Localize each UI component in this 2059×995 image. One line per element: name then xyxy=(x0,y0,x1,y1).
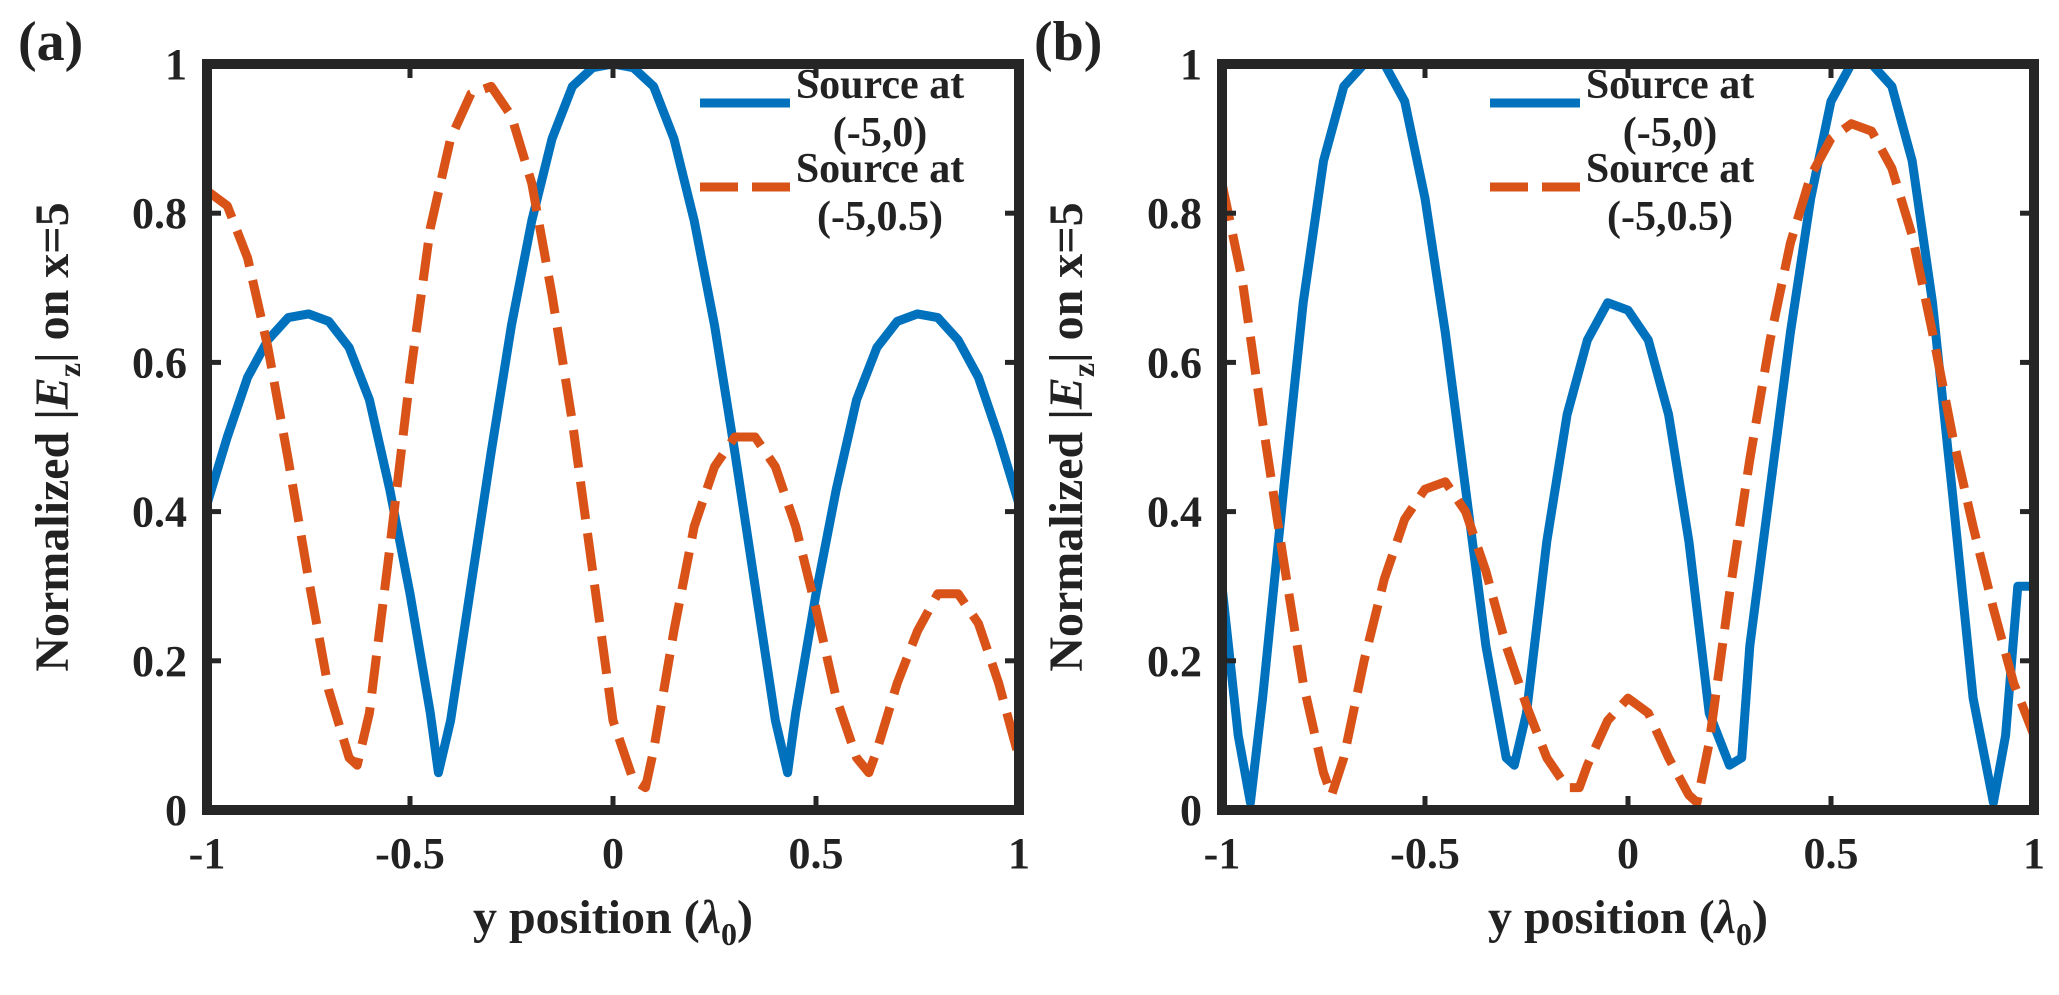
y-axis-label: Normalized |Ez| on x=5 xyxy=(1040,202,1101,671)
x-axis-label: y position (λ0) xyxy=(1488,891,1768,952)
series-line-source-0-5 xyxy=(204,81,1024,793)
x-axis-label: y position (λ0) xyxy=(473,891,753,952)
x-tick-label: -1 xyxy=(189,829,226,878)
panel-a: -1 -0.5 0 0.5 1 0 0.2 0.4 0.6 0.8 1 y position (λ0)… xyxy=(18,11,1030,952)
x-tick-label: -0.5 xyxy=(1390,829,1460,878)
x-tick-label: 1 xyxy=(2023,829,2045,878)
y-axis-label: Normalized |Ez| on x=5 xyxy=(26,202,87,671)
y-tick-label: 1 xyxy=(1180,40,1202,89)
x-tick-label: 0 xyxy=(602,829,624,878)
y-tick-label: 0.8 xyxy=(1147,189,1202,238)
y-tick-label: 0.6 xyxy=(132,338,187,387)
x-tick-label: 0.5 xyxy=(789,829,844,878)
x-tick-label: -1 xyxy=(1204,829,1241,878)
y-tick-label: 0.6 xyxy=(1147,338,1202,387)
y-tick-label: 0.2 xyxy=(132,637,187,686)
y-tick-label: 0.2 xyxy=(1147,637,1202,686)
legend-label: Source at xyxy=(1586,146,1754,192)
panel-b: -1 -0.5 0 0.5 1 0 0.2 0.4 0.6 0.8 1 y position (λ0)… xyxy=(1034,11,2045,952)
panel-label: (a) xyxy=(18,11,83,73)
plot-area xyxy=(207,64,1019,810)
y-tick-label: 0.4 xyxy=(1147,488,1202,537)
legend-label: (-5,0) xyxy=(833,110,927,156)
y-tick-label: 0 xyxy=(1180,786,1202,835)
legend-label: (-5,0) xyxy=(1623,110,1717,156)
y-tick-label: 0 xyxy=(165,786,187,835)
x-tick-label: 0.5 xyxy=(1804,829,1859,878)
x-tick-label: 0 xyxy=(1617,829,1639,878)
y-tick-label: 1 xyxy=(165,40,187,89)
legend-label: (-5,0.5) xyxy=(1607,194,1733,240)
y-tick-label: 0.8 xyxy=(132,189,187,238)
panel-label: (b) xyxy=(1034,11,1102,73)
legend-label: Source at xyxy=(796,62,964,108)
legend-label: Source at xyxy=(1586,62,1754,108)
legend-label: Source at xyxy=(796,146,964,192)
legend-label: (-5,0.5) xyxy=(817,194,943,240)
x-tick-label: -0.5 xyxy=(375,829,445,878)
y-tick-label: 0.4 xyxy=(132,488,187,537)
x-tick-label: 1 xyxy=(1008,829,1030,878)
series-line-source-0-5 xyxy=(1217,119,2039,807)
series-line-source-0 xyxy=(1217,59,2034,807)
